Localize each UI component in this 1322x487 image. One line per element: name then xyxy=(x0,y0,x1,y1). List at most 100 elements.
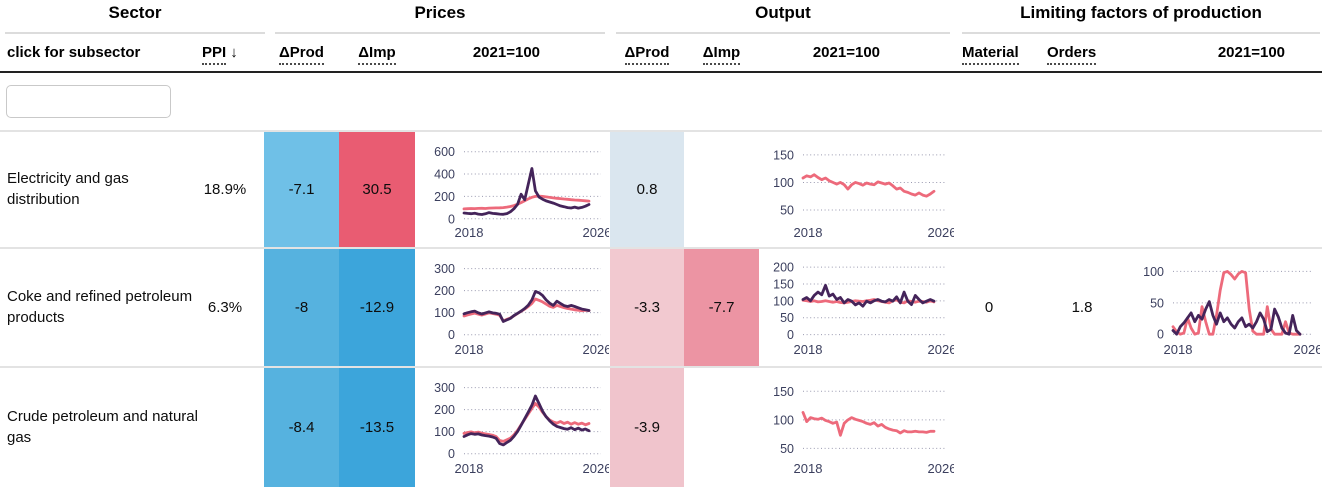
column-header-orders[interactable]: Orders xyxy=(1047,44,1097,65)
sector-search-input[interactable] xyxy=(6,85,171,118)
group-header-output: Output xyxy=(755,3,811,22)
svg-text:2026: 2026 xyxy=(583,461,609,476)
svg-text:50: 50 xyxy=(780,311,794,325)
svg-text:300: 300 xyxy=(434,262,455,276)
svg-text:150: 150 xyxy=(773,148,794,162)
svg-text:600: 600 xyxy=(434,145,455,159)
column-header-prices-dimp[interactable]: ΔImp xyxy=(339,44,415,65)
row-separator xyxy=(0,130,1322,132)
svg-text:0: 0 xyxy=(787,328,794,342)
output-sparkline-chart: 50 100 150 2018 2026 xyxy=(762,375,954,477)
material-value xyxy=(953,368,1025,487)
svg-text:2018: 2018 xyxy=(794,461,823,476)
limiting-sparkline-chart xyxy=(1132,139,1320,241)
column-header-output-dimp[interactable]: ΔImp xyxy=(684,44,759,65)
svg-text:2026: 2026 xyxy=(928,342,954,357)
orders-value xyxy=(1046,132,1118,247)
svg-text:50: 50 xyxy=(780,442,794,456)
output-dimp-cell: -7.7 xyxy=(684,249,759,366)
output-dprod-cell: -3.3 xyxy=(610,249,684,366)
svg-text:2018: 2018 xyxy=(455,461,484,476)
prices-dprod-cell: -7.1 xyxy=(264,132,339,247)
svg-text:400: 400 xyxy=(434,168,455,182)
svg-text:2026: 2026 xyxy=(1294,342,1320,357)
ppi-value: 6.3% xyxy=(207,299,243,316)
prices-dimp-cell: -12.9 xyxy=(339,249,415,366)
column-header-material[interactable]: Material xyxy=(962,44,1019,65)
ppi-value: 18.9% xyxy=(203,181,247,198)
svg-text:300: 300 xyxy=(434,381,455,395)
table-row: Crude petroleum and natural gas -8.4 -13… xyxy=(0,368,1322,487)
group-underline-limiting xyxy=(962,32,1320,34)
svg-text:0: 0 xyxy=(448,328,455,342)
column-header-prices-index: 2021=100 xyxy=(472,44,540,61)
prices-dimp-cell: -13.5 xyxy=(339,368,415,487)
column-header-ppi-sort[interactable]: PPI ↓ xyxy=(202,44,238,65)
ppi-label[interactable]: PPI xyxy=(202,44,227,65)
svg-text:150: 150 xyxy=(773,277,794,291)
table-row: Coke and refined petroleum products 6.3%… xyxy=(0,249,1322,366)
output-dimp-cell xyxy=(684,368,759,487)
svg-text:100: 100 xyxy=(434,306,455,320)
prices-sparkline-chart: 0 200 400 600 2018 2026 xyxy=(423,139,609,241)
svg-text:2018: 2018 xyxy=(794,225,823,240)
prices-dprod-cell: -8.4 xyxy=(264,368,339,487)
svg-text:200: 200 xyxy=(434,190,455,204)
group-underline-sector xyxy=(5,32,265,34)
svg-text:200: 200 xyxy=(434,403,455,417)
material-value: 0 xyxy=(984,299,994,316)
prices-dprod-cell: -8 xyxy=(264,249,339,366)
group-underline-output xyxy=(616,32,950,34)
column-header-sector-hint: click for subsector xyxy=(7,44,141,61)
column-header-output-dprod[interactable]: ΔProd xyxy=(610,44,684,65)
orders-value: 1.8 xyxy=(1071,299,1093,316)
svg-text:200: 200 xyxy=(434,284,455,298)
svg-text:0: 0 xyxy=(448,212,455,226)
svg-text:2018: 2018 xyxy=(1164,342,1193,357)
column-header-output-index: 2021=100 xyxy=(812,44,880,61)
sector-cell[interactable]: Coke and refined petroleum products xyxy=(7,288,193,326)
row-separator xyxy=(0,247,1322,249)
header-divider-line xyxy=(0,71,1322,73)
svg-text:2026: 2026 xyxy=(928,461,954,476)
svg-text:50: 50 xyxy=(780,203,794,217)
svg-text:200: 200 xyxy=(773,261,794,275)
material-value xyxy=(953,132,1025,247)
svg-text:0: 0 xyxy=(448,447,455,461)
group-underline-prices xyxy=(275,32,605,34)
output-dimp-cell xyxy=(684,132,759,247)
output-dprod-cell: 0.8 xyxy=(610,132,684,247)
sector-cell[interactable]: Crude petroleum and natural gas xyxy=(7,408,198,446)
svg-text:100: 100 xyxy=(1143,265,1164,279)
output-sparkline-chart: 50 100 150 2018 2026 xyxy=(762,139,954,241)
svg-text:2018: 2018 xyxy=(455,225,484,240)
column-header-prices-dprod[interactable]: ΔProd xyxy=(264,44,339,65)
sort-descending-icon: ↓ xyxy=(230,44,238,61)
sector-cell[interactable]: Electricity and gas distribution xyxy=(7,170,129,208)
column-header-limiting-index: 2021=100 xyxy=(1217,44,1285,61)
svg-text:2026: 2026 xyxy=(583,342,609,357)
prices-sparkline-chart: 0 100 200 300 2018 2026 xyxy=(423,375,609,477)
group-header-prices: Prices xyxy=(414,3,466,22)
svg-text:100: 100 xyxy=(434,425,455,439)
group-header-limiting-factors: Limiting factors of production xyxy=(1020,3,1262,22)
limiting-sparkline-chart: 0 50 100 2018 2026 xyxy=(1132,256,1320,358)
output-sparkline-chart: 0 50 100 150 200 2018 2026 xyxy=(762,256,954,358)
output-dprod-cell: -3.9 xyxy=(610,368,684,487)
ppi-value xyxy=(192,368,258,487)
svg-text:150: 150 xyxy=(773,385,794,399)
svg-text:2018: 2018 xyxy=(794,342,823,357)
svg-text:2018: 2018 xyxy=(455,342,484,357)
svg-text:100: 100 xyxy=(773,413,794,427)
table-row: Electricity and gas distribution 18.9% -… xyxy=(0,132,1322,247)
orders-value xyxy=(1046,368,1118,487)
svg-text:2026: 2026 xyxy=(583,225,609,240)
svg-text:50: 50 xyxy=(1150,296,1164,310)
svg-text:0: 0 xyxy=(1157,328,1164,342)
limiting-sparkline-chart xyxy=(1132,375,1320,477)
prices-sparkline-chart: 0 100 200 300 2018 2026 xyxy=(423,256,609,358)
prices-dimp-cell: 30.5 xyxy=(339,132,415,247)
svg-text:100: 100 xyxy=(773,176,794,190)
svg-text:2026: 2026 xyxy=(928,225,954,240)
